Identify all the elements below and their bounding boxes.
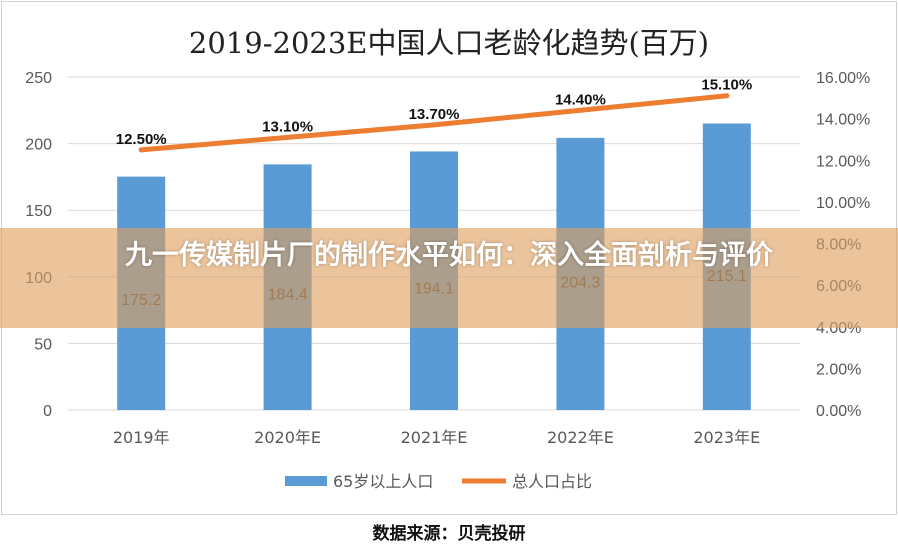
left-tick-label: 150	[25, 203, 52, 220]
right-tick-label: 12.00%	[816, 153, 870, 170]
legend-bar-swatch	[285, 476, 327, 486]
line-point	[577, 107, 583, 113]
left-tick-label: 200	[25, 137, 52, 154]
right-tick-label: 10.00%	[816, 195, 870, 212]
legend-bar-label: 65岁以上人口	[333, 472, 433, 491]
left-tick-label: 50	[34, 336, 52, 353]
x-tick-label: 2021年E	[401, 428, 468, 447]
line-data-label: 13.70%	[409, 106, 460, 123]
right-tick-label: 2.00%	[816, 361, 861, 378]
x-tick-label: 2023年E	[693, 428, 760, 447]
chart-title: 2019-2023E中国人口老龄化趋势(百万)	[188, 26, 710, 60]
line-point	[431, 122, 437, 128]
line-data-label: 15.10%	[701, 77, 752, 94]
overlay-banner	[0, 228, 898, 328]
right-tick-label: 14.00%	[816, 112, 870, 129]
left-tick-label: 250	[25, 70, 52, 87]
line-data-label: 12.50%	[116, 131, 167, 148]
right-tick-label: 0.00%	[816, 403, 861, 420]
source-note: 数据来源：贝壳投研	[372, 524, 526, 544]
line-point	[724, 93, 730, 99]
x-tick-label: 2022年E	[547, 428, 614, 447]
line-point	[138, 147, 144, 153]
line-data-label: 14.40%	[555, 91, 606, 108]
line-point	[285, 134, 291, 140]
x-tick-label: 2019年	[113, 428, 170, 447]
legend-line-label: 总人口占比	[512, 472, 592, 491]
left-tick-label: 0	[43, 403, 52, 420]
right-tick-label: 16.00%	[816, 70, 870, 87]
line-data-label: 13.10%	[262, 118, 313, 135]
x-tick-label: 2020年E	[254, 428, 321, 447]
overlay-title: 九一传媒制片厂的制作水平如何：深入全面剖析与评价	[125, 240, 773, 271]
